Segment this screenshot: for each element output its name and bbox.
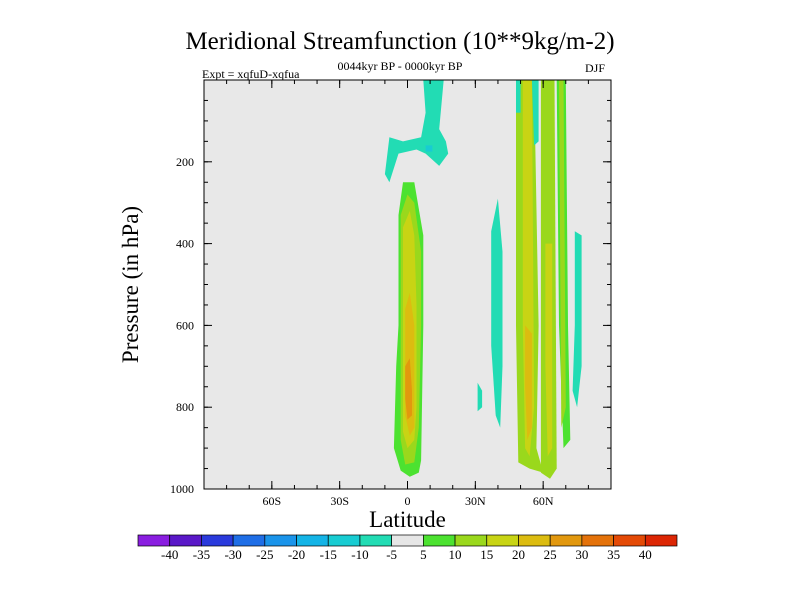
contour-region-high-lat-core-c — [525, 325, 532, 440]
x-tick-label: 30N — [465, 494, 486, 508]
colorbar-swatch — [549, 534, 583, 547]
x-tick-label: 60N — [533, 494, 554, 508]
contour-region-high-lat-core-b — [545, 243, 553, 457]
colorbar-swatch — [232, 534, 266, 547]
colorbar-label: 20 — [512, 547, 525, 562]
contour-region-neg-high-a — [531, 80, 539, 146]
chart-title: Meridional Streamfunction (10**9kg/m-2) — [185, 28, 615, 55]
colorbar-swatch — [486, 534, 519, 547]
colorbar-swatch — [296, 534, 329, 547]
colorbar-swatch — [581, 534, 614, 547]
colorbar-label: 25 — [544, 547, 557, 562]
x-axis-label: Latitude — [369, 507, 446, 532]
contour-region-neg-mid-a — [491, 198, 503, 428]
colorbar-swatch — [169, 534, 202, 547]
colorbar-swatch — [423, 534, 456, 547]
colorbar-label: 15 — [480, 547, 493, 562]
colorbar-label: -25 — [256, 547, 273, 562]
colorbar-label: 5 — [420, 547, 427, 562]
colorbar-swatch — [264, 534, 297, 547]
colorbar-swatch — [613, 534, 646, 547]
colorbar-label: 10 — [449, 547, 462, 562]
colorbar-label: 30 — [575, 547, 588, 562]
contour-region-high-lat-c2 — [559, 80, 566, 428]
contour-region-neg-mid-c — [572, 231, 582, 408]
contour-region-eq-core2 — [405, 358, 412, 420]
colorbar-label: -10 — [351, 547, 368, 562]
y-axis-label: Pressure (in hPa) — [118, 206, 143, 363]
colorbar-label: 35 — [607, 547, 620, 562]
period-label: 0044kyr BP - 0000kyr BP — [337, 59, 463, 73]
colorbar-swatch — [391, 534, 424, 547]
colorbar-label: -35 — [193, 547, 210, 562]
colorbar-label: -20 — [288, 547, 305, 562]
y-tick-label: 200 — [176, 155, 194, 169]
colorbar-swatch — [454, 534, 488, 547]
colorbar-label: -30 — [224, 547, 241, 562]
colorbar-swatch — [518, 534, 551, 547]
contour-region-neg-top-dot — [425, 145, 433, 152]
colorbar-swatch — [359, 534, 392, 547]
colorbar-label: 40 — [639, 547, 652, 562]
colorbar-label: -40 — [161, 547, 178, 562]
experiment-label: Expt = xqfuD-xqfua — [202, 67, 300, 81]
contour-region-neg-mid-b — [477, 382, 483, 412]
colorbar-swatch — [201, 534, 234, 547]
y-tick-label: 600 — [176, 318, 194, 332]
y-tick-label: 400 — [176, 237, 194, 251]
contour-region-neg-high-b — [516, 80, 521, 113]
contour-region-neg-top — [384, 80, 449, 183]
y-tick-label: 1000 — [170, 482, 194, 496]
colorbar-swatch — [644, 534, 678, 547]
x-tick-label: 30S — [330, 494, 349, 508]
x-tick-label: 0 — [405, 494, 411, 508]
y-tick-label: 800 — [176, 400, 194, 414]
season-label: DJF — [585, 61, 606, 75]
colorbar-label: -5 — [386, 547, 397, 562]
colorbar-swatch — [327, 534, 361, 547]
colorbar-swatch — [137, 534, 171, 547]
x-tick-label: 60S — [262, 494, 281, 508]
colorbar-label: -15 — [320, 547, 337, 562]
